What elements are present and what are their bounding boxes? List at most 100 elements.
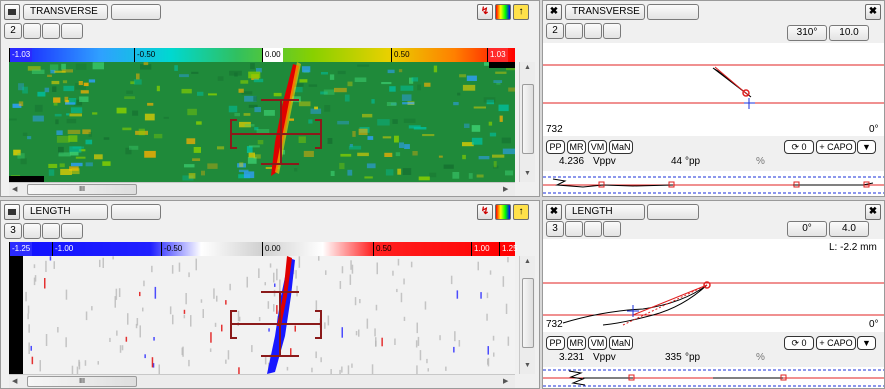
rotation-button[interactable]: 310° xyxy=(787,25,827,41)
phase-unit: °pp xyxy=(685,352,701,363)
channel-number-button[interactable]: 3 xyxy=(4,223,22,239)
channel-blank-button-1[interactable] xyxy=(565,23,583,39)
close-icon[interactable]: ✖ xyxy=(546,4,562,20)
percent-label: % xyxy=(756,156,765,167)
colorbar-tick: -1.00 xyxy=(52,242,75,256)
up-arrow-icon[interactable]: ↑ xyxy=(513,204,529,220)
channel-blank-button-3[interactable] xyxy=(61,223,83,239)
scroll-left-icon[interactable]: ◀ xyxy=(12,186,18,193)
amplitude-unit: Vppv xyxy=(593,352,616,363)
scroll-left-icon[interactable]: ◀ xyxy=(12,378,18,385)
cursor-overlay[interactable] xyxy=(9,256,515,374)
signal-title-button[interactable]: TRANSVERSE xyxy=(565,4,645,20)
palette-icon[interactable] xyxy=(495,4,511,20)
vm-button[interactable]: VM xyxy=(588,140,607,154)
channel-blank-button-3[interactable] xyxy=(603,221,621,237)
channel-number-button[interactable]: 2 xyxy=(4,23,22,39)
length-readout: L: -2.2 mm xyxy=(829,242,877,253)
mr-button[interactable]: MR xyxy=(567,336,586,350)
amplitude-unit: Vppv xyxy=(593,156,616,167)
close-icon[interactable]: ✖ xyxy=(865,4,881,20)
phase-value: 44 xyxy=(671,156,683,167)
man-button[interactable]: MaN xyxy=(609,140,633,154)
signal-mode-icon[interactable]: ↯ xyxy=(477,204,493,220)
horizontal-scrollbar[interactable]: ◀ III ▶ xyxy=(9,182,515,196)
cursor-overlay[interactable] xyxy=(9,62,515,182)
scroll-up-icon[interactable]: ▲ xyxy=(524,64,531,71)
left-value: 732 xyxy=(546,124,563,135)
right-value: 0° xyxy=(869,124,879,135)
panel-blank-button[interactable] xyxy=(111,204,161,220)
scroll-thumb[interactable]: III xyxy=(27,184,137,195)
panel-menu-button[interactable] xyxy=(4,4,20,20)
signal-title-button[interactable]: LENGTH xyxy=(565,204,645,220)
strip-chart[interactable] xyxy=(543,367,884,389)
pp-button[interactable]: PP xyxy=(546,336,565,350)
scroll-right-icon[interactable]: ▶ xyxy=(503,378,509,385)
rotate-icon: ⟳ xyxy=(791,338,802,348)
close-icon[interactable]: ✖ xyxy=(865,204,881,220)
vertical-scrollbar[interactable]: ▲ ▼ xyxy=(519,256,535,374)
vm-button[interactable]: VM xyxy=(588,336,607,350)
scroll-thumb[interactable] xyxy=(522,278,534,348)
scroll-down-icon[interactable]: ▼ xyxy=(524,170,531,177)
signal-blank-button[interactable] xyxy=(647,4,699,20)
scroll-up-icon[interactable]: ▲ xyxy=(524,258,531,265)
rotation-button[interactable]: 0° xyxy=(787,221,827,237)
lissajous-plot[interactable] xyxy=(543,43,884,123)
dropdown-button[interactable]: ▼ xyxy=(857,336,876,350)
capo-button[interactable]: + CAPO xyxy=(816,140,856,154)
scroll-right-icon[interactable]: ▶ xyxy=(503,186,509,193)
chevron-down-icon: ▼ xyxy=(862,338,871,348)
channel-blank-button-3[interactable] xyxy=(61,23,83,39)
palette-icon[interactable] xyxy=(495,204,511,220)
phase-value: 335 xyxy=(665,352,682,363)
mr-button[interactable]: MR xyxy=(567,140,586,154)
phase-reset-label: 0 xyxy=(801,142,807,152)
signal-mode-icon[interactable]: ↯ xyxy=(477,4,493,20)
channel-blank-button-1[interactable] xyxy=(565,221,583,237)
dropdown-button[interactable]: ▼ xyxy=(857,140,876,154)
channel-blank-button-2[interactable] xyxy=(584,23,602,39)
channel-blank-button-2[interactable] xyxy=(42,223,60,239)
transverse-scan-svg xyxy=(9,62,515,182)
colorbar-tick: 1.25 xyxy=(499,242,520,256)
close-icon[interactable]: ✖ xyxy=(546,204,562,220)
panel-title-button[interactable]: TRANSVERSE xyxy=(23,4,108,20)
colorbar-tick: 0.00 xyxy=(262,48,283,62)
transverse-cscan-image[interactable] xyxy=(9,62,515,182)
man-button[interactable]: MaN xyxy=(609,336,633,350)
gain-button[interactable]: 4.0 xyxy=(829,221,869,237)
phase-reset-button[interactable]: ⟳ 0 xyxy=(784,140,814,154)
strip-chart[interactable] xyxy=(543,173,884,197)
phase-unit: °pp xyxy=(685,156,701,167)
panel-title-button[interactable]: LENGTH xyxy=(23,204,108,220)
colorbar-tick: -0.50 xyxy=(161,242,184,256)
scroll-down-icon[interactable]: ▼ xyxy=(524,362,531,369)
length-cscan-image[interactable] xyxy=(9,256,515,374)
scroll-thumb[interactable]: III xyxy=(27,376,137,387)
channel-blank-button-1[interactable] xyxy=(23,23,41,39)
length-cscan-panel: LENGTH 3 ↯ ↑ -1.25 -1.00 -0.50 0.00 0.50… xyxy=(0,200,540,389)
colorbar: -1.03 -0.50 0.00 0.50 1.03 xyxy=(9,48,515,62)
rotate-icon: ⟳ xyxy=(791,142,802,152)
up-arrow-icon[interactable]: ↑ xyxy=(513,4,529,20)
channel-blank-button-2[interactable] xyxy=(584,221,602,237)
colorbar: -1.25 -1.00 -0.50 0.00 0.50 1.00 1.25 xyxy=(9,242,518,256)
channel-number-button[interactable]: 2 xyxy=(546,23,564,39)
phase-reset-button[interactable]: ⟳ 0 xyxy=(784,336,814,350)
lissajous-plot[interactable] xyxy=(543,253,884,333)
pp-button[interactable]: PP xyxy=(546,140,565,154)
panel-blank-button[interactable] xyxy=(111,4,161,20)
channel-blank-button-1[interactable] xyxy=(23,223,41,239)
scroll-thumb[interactable] xyxy=(522,84,534,154)
vertical-scrollbar[interactable]: ▲ ▼ xyxy=(519,62,535,182)
capo-button[interactable]: + CAPO xyxy=(816,336,856,350)
channel-number-button[interactable]: 3 xyxy=(546,221,564,237)
channel-blank-button-2[interactable] xyxy=(42,23,60,39)
horizontal-scrollbar[interactable]: ◀ III ▶ xyxy=(9,374,515,388)
channel-blank-button-3[interactable] xyxy=(603,23,621,39)
gain-button[interactable]: 10.0 xyxy=(829,25,869,41)
panel-menu-button[interactable] xyxy=(4,204,20,220)
signal-blank-button[interactable] xyxy=(647,204,699,220)
